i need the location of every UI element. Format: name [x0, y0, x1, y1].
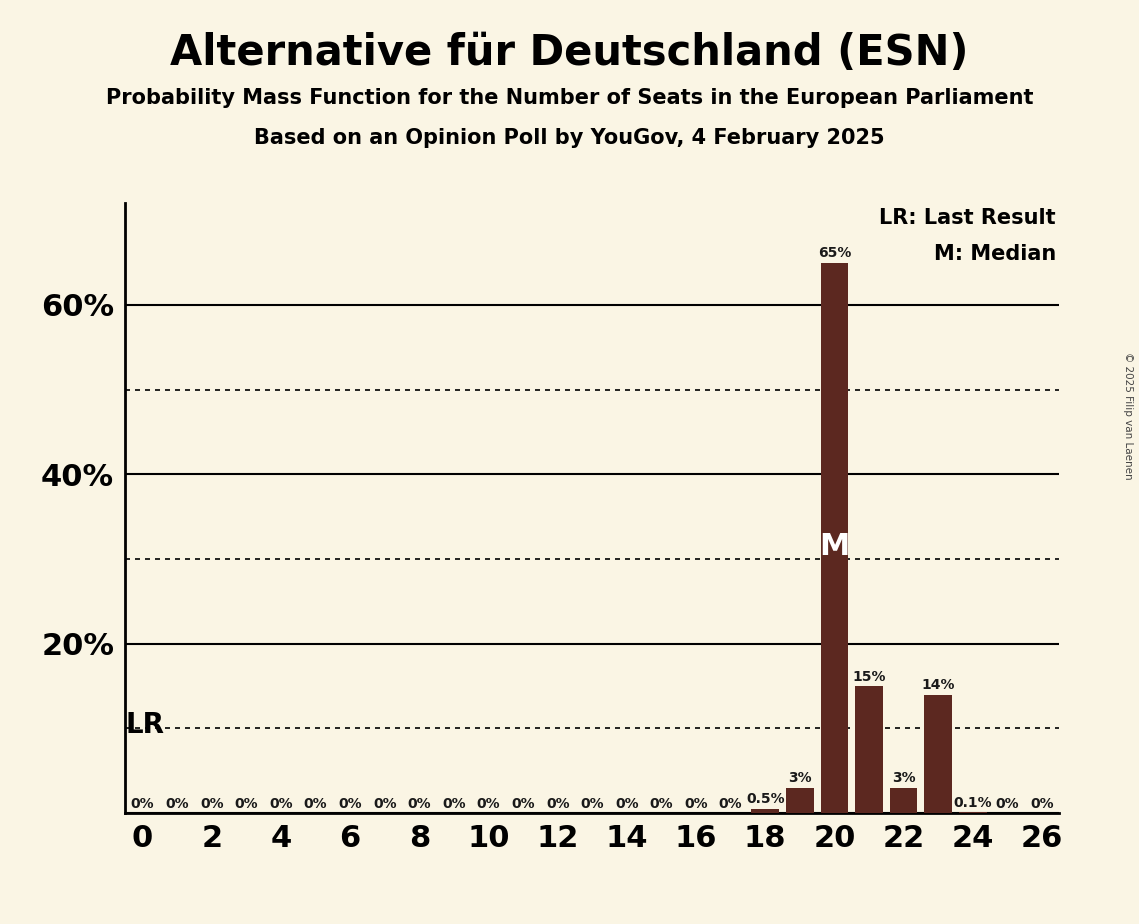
Text: 3%: 3%: [788, 772, 812, 785]
Text: M: Median: M: Median: [934, 244, 1056, 264]
Text: 0%: 0%: [581, 796, 604, 810]
Text: 0.5%: 0.5%: [746, 793, 785, 807]
Text: 0%: 0%: [200, 796, 223, 810]
Bar: [820, 262, 849, 813]
Text: 0%: 0%: [269, 796, 293, 810]
Text: Alternative für Deutschland (ESN): Alternative für Deutschland (ESN): [170, 32, 969, 74]
Bar: [855, 686, 883, 813]
Bar: [752, 808, 779, 813]
Text: 0%: 0%: [235, 796, 259, 810]
Text: M: M: [819, 532, 850, 561]
Text: 15%: 15%: [852, 670, 886, 684]
Text: 3%: 3%: [892, 772, 916, 785]
Text: 0%: 0%: [995, 796, 1019, 810]
Text: 0%: 0%: [685, 796, 707, 810]
Text: 0%: 0%: [511, 796, 535, 810]
Text: 0%: 0%: [649, 796, 673, 810]
Text: 0%: 0%: [1030, 796, 1054, 810]
Text: 0%: 0%: [165, 796, 189, 810]
Text: Probability Mass Function for the Number of Seats in the European Parliament: Probability Mass Function for the Number…: [106, 88, 1033, 108]
Text: 0%: 0%: [338, 796, 362, 810]
Text: 0.1%: 0.1%: [953, 796, 992, 809]
Text: LR: Last Result: LR: Last Result: [879, 208, 1056, 227]
Text: 0%: 0%: [304, 796, 327, 810]
Text: © 2025 Filip van Laenen: © 2025 Filip van Laenen: [1123, 352, 1133, 480]
Text: 0%: 0%: [719, 796, 743, 810]
Text: 0%: 0%: [131, 796, 155, 810]
Text: 0%: 0%: [477, 796, 500, 810]
Text: LR: LR: [125, 711, 164, 739]
Text: Based on an Opinion Poll by YouGov, 4 February 2025: Based on an Opinion Poll by YouGov, 4 Fe…: [254, 128, 885, 148]
Bar: [925, 695, 952, 813]
Text: 65%: 65%: [818, 246, 851, 260]
Bar: [890, 787, 917, 813]
Text: 0%: 0%: [372, 796, 396, 810]
Text: 0%: 0%: [546, 796, 570, 810]
Text: 0%: 0%: [408, 796, 432, 810]
Text: 14%: 14%: [921, 678, 954, 692]
Bar: [786, 787, 813, 813]
Text: 0%: 0%: [615, 796, 639, 810]
Text: 0%: 0%: [442, 796, 466, 810]
